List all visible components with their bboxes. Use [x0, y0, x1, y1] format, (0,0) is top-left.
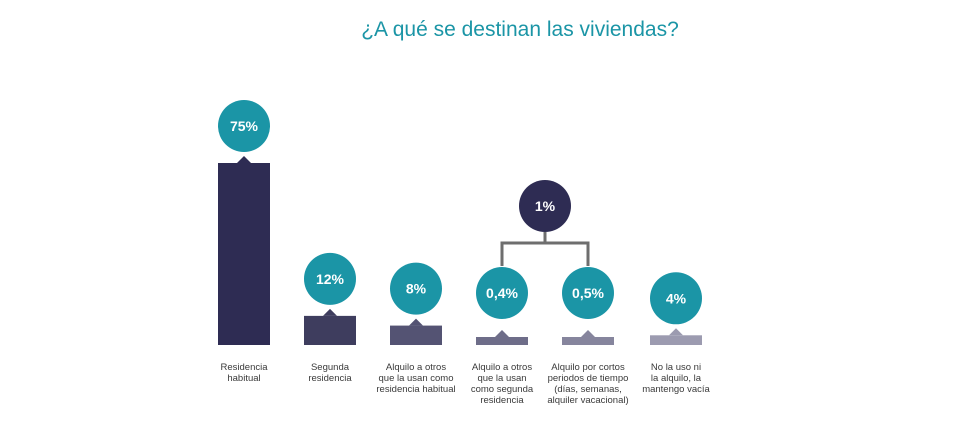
- bar-pointer-5: [669, 328, 683, 336]
- value-bubble-4: [562, 267, 614, 319]
- value-label-5: 4%: [666, 290, 687, 306]
- value-label-0: 75%: [230, 118, 259, 134]
- category-label-5: No la uso ni la alquilo, la mantengo vac…: [642, 362, 710, 395]
- category-label-0: Residencia habitual: [220, 362, 268, 384]
- value-label-4: 0,5%: [572, 285, 604, 301]
- category-label-2: Alquilo a otros que la usan como residen…: [376, 362, 456, 395]
- bar-2: [390, 325, 442, 345]
- bar-4: [562, 337, 614, 345]
- group-bracket: [500, 232, 590, 266]
- bar-pointer-1: [323, 308, 337, 316]
- bar-pointer-4: [581, 330, 595, 337]
- bar-pointer-0: [237, 156, 251, 163]
- bar-1: [304, 315, 356, 345]
- bar-pointer-2: [409, 318, 423, 326]
- category-label-3: Alquilo a otros que la usan como segunda…: [470, 362, 534, 406]
- bar-pointer-3: [495, 330, 509, 337]
- bar-3: [476, 337, 528, 345]
- category-label-1: Segunda residencia: [308, 362, 352, 384]
- group-value-label: 1%: [535, 198, 556, 214]
- chart-title: ¿A qué se destinan las viviendas?: [361, 18, 679, 41]
- bar-5: [650, 335, 702, 345]
- value-bubble-3: [476, 267, 528, 319]
- value-label-3: 0,4%: [486, 285, 518, 301]
- category-label-4: Alquilo por cortos periodos de tiempo (d…: [547, 362, 629, 406]
- value-bubble-5: [650, 272, 702, 325]
- group-bubble: [519, 180, 571, 232]
- value-label-1: 12%: [316, 271, 345, 287]
- value-bubble-0: [218, 100, 270, 152]
- value-bubble-2: [390, 262, 442, 315]
- value-bubble-1: [304, 252, 356, 305]
- value-label-2: 8%: [406, 281, 427, 297]
- bar-0: [218, 163, 270, 345]
